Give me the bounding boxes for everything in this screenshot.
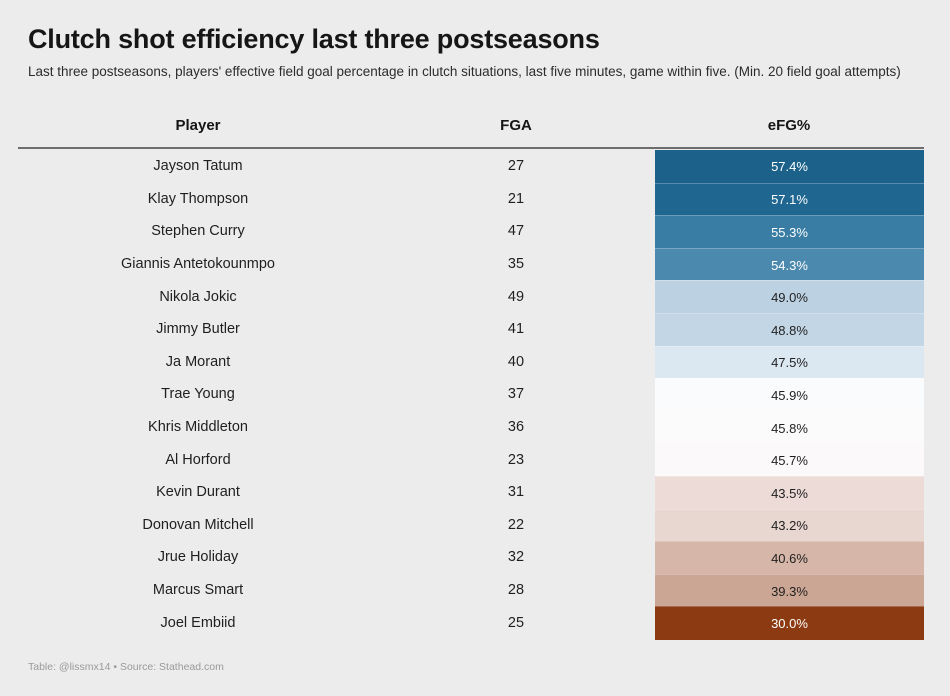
efg-cell: 45.7% xyxy=(655,443,924,477)
efg-cell: 47.5% xyxy=(655,345,924,380)
player-name-cell: Jimmy Butler xyxy=(156,321,240,338)
efg-cell: 45.9% xyxy=(655,378,924,412)
column-header-efg: eFG% xyxy=(767,117,811,134)
table-row: Khris Middleton 36 45.8% xyxy=(18,410,924,445)
table-row: Joel Embiid 25 30.0% xyxy=(18,606,924,640)
player-name-cell: Donovan Mitchell xyxy=(142,516,254,533)
fga-cell: 21 xyxy=(507,190,525,207)
fga-cell: 41 xyxy=(507,321,525,338)
table-body: Jayson Tatum 27 57.4% Klay Thompson 21 57.1% S… xyxy=(18,150,924,640)
table-row: Giannis Antetokounmpo 35 54.3% xyxy=(18,247,924,282)
fga-cell: 37 xyxy=(507,386,525,403)
player-name-cell: Joel Embiid xyxy=(160,614,236,631)
source-credit: Table: @lissmx14 • Source: Stathead.com xyxy=(28,661,224,673)
efg-cell: 57.4% xyxy=(655,150,924,183)
column-header-player: Player xyxy=(175,117,221,134)
player-name-cell: Khris Middleton xyxy=(148,419,248,436)
player-name-cell: Trae Young xyxy=(161,386,235,403)
efg-cell: 43.5% xyxy=(655,475,924,510)
player-name-cell: Kevin Durant xyxy=(156,484,240,501)
player-name-cell: Giannis Antetokounmpo xyxy=(121,256,275,273)
fga-cell: 35 xyxy=(507,256,525,273)
table-row: Stephen Curry 47 55.3% xyxy=(18,215,924,249)
efg-cell: 39.3% xyxy=(655,573,924,608)
table-row: Ja Morant 40 47.5% xyxy=(18,345,924,380)
efg-cell: 57.1% xyxy=(655,182,924,217)
player-name-cell: Al Horford xyxy=(165,451,231,468)
player-name-cell: Ja Morant xyxy=(165,353,231,370)
player-name-cell: Stephen Curry xyxy=(151,223,245,240)
table-row: Marcus Smart 28 39.3% xyxy=(18,573,924,608)
fga-cell: 40 xyxy=(507,353,525,370)
efg-cell: 30.0% xyxy=(655,606,924,640)
fga-cell: 31 xyxy=(507,484,525,501)
header-divider xyxy=(18,147,924,149)
page-subtitle: Last three postseasons, players' effecti… xyxy=(28,64,901,79)
fga-cell: 23 xyxy=(507,451,525,468)
page-title: Clutch shot efficiency last three postse… xyxy=(28,24,600,54)
efg-cell: 40.6% xyxy=(655,541,924,575)
table-row: Al Horford 23 45.7% xyxy=(18,443,924,477)
table-row: Nikola Jokic 49 49.0% xyxy=(18,280,924,314)
table-row: Klay Thompson 21 57.1% xyxy=(18,182,924,217)
efg-cell: 55.3% xyxy=(655,215,924,249)
fga-cell: 36 xyxy=(507,419,525,436)
efg-cell: 43.2% xyxy=(655,508,924,543)
efg-cell: 48.8% xyxy=(655,312,924,347)
column-header-fga: FGA xyxy=(500,117,532,134)
fga-cell: 32 xyxy=(507,549,525,566)
player-name-cell: Jrue Holiday xyxy=(157,549,239,566)
fga-cell: 25 xyxy=(507,614,525,631)
table-row: Jayson Tatum 27 57.4% xyxy=(18,150,924,183)
player-name-cell: Nikola Jokic xyxy=(159,288,237,305)
player-name-cell: Marcus Smart xyxy=(152,582,244,599)
table-row: Trae Young 37 45.9% xyxy=(18,378,924,412)
efg-cell: 54.3% xyxy=(655,247,924,282)
fga-cell: 22 xyxy=(507,516,525,533)
player-name-cell: Jayson Tatum xyxy=(153,158,243,175)
table-row: Donovan Mitchell 22 43.2% xyxy=(18,508,924,543)
fga-cell: 28 xyxy=(507,582,525,599)
efg-cell: 49.0% xyxy=(655,280,924,314)
fga-cell: 49 xyxy=(507,288,525,305)
efg-cell: 45.8% xyxy=(655,410,924,445)
fga-cell: 47 xyxy=(507,223,525,240)
table-row: Jrue Holiday 32 40.6% xyxy=(18,541,924,575)
table-row: Jimmy Butler 41 48.8% xyxy=(18,312,924,347)
player-name-cell: Klay Thompson xyxy=(147,190,249,207)
table-row: Kevin Durant 31 43.5% xyxy=(18,475,924,510)
fga-cell: 27 xyxy=(507,158,525,175)
